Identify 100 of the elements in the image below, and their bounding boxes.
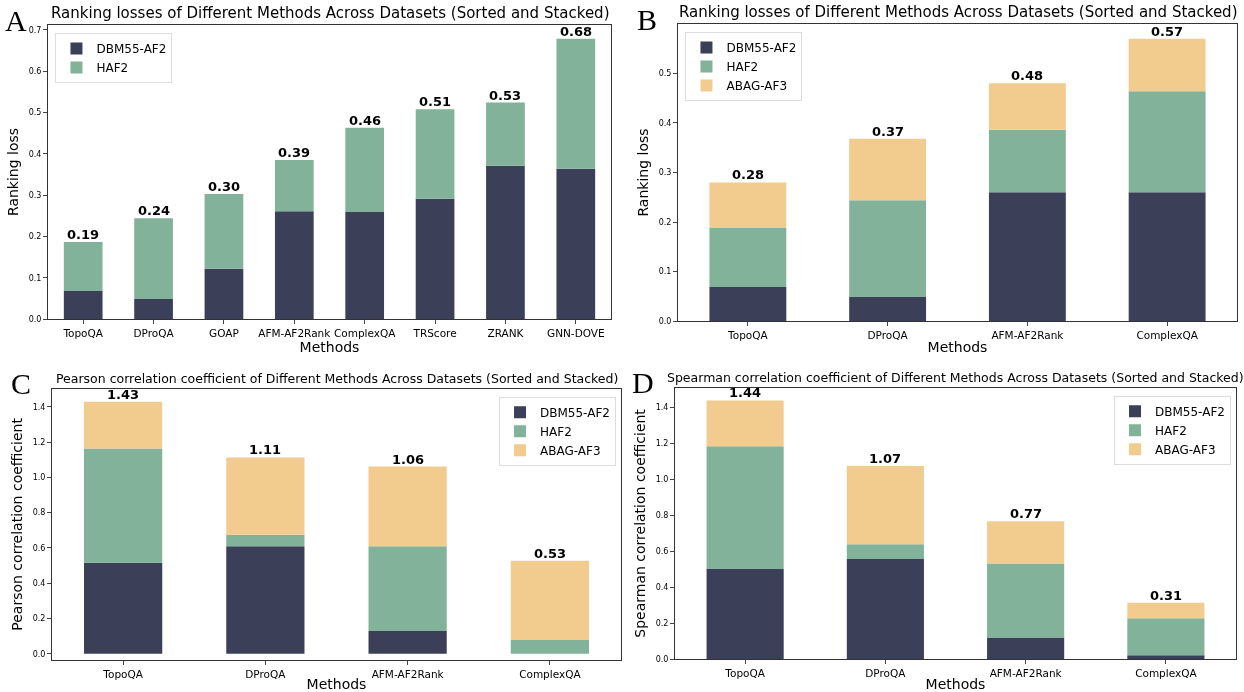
bar [510, 639, 589, 654]
x-axis-title: Methods [299, 338, 360, 355]
chart-title: Ranking losses of Different Methods Across Datasets (Sorted and Stacked) [51, 4, 610, 22]
x-tick-label: AFM-AF2Rank [258, 326, 332, 339]
bar [486, 165, 525, 320]
total-label: 0.77 [1010, 506, 1043, 521]
y-tick-label: 0.6 [28, 66, 42, 76]
text: C [11, 367, 32, 400]
total-label: 1.11 [249, 442, 282, 457]
y-tick-label: 0.5 [28, 108, 42, 118]
y-tick-label: 0.7 [28, 25, 42, 35]
y-tick-label: 1.4 [655, 402, 669, 412]
bar [368, 546, 447, 631]
y-tick-label: 0.8 [655, 510, 669, 520]
bar [226, 546, 305, 654]
bar [988, 129, 1066, 193]
y-tick-label: 0.2 [655, 619, 669, 629]
bar [415, 109, 455, 199]
total-label: 1.07 [869, 451, 902, 466]
y-tick-label: 0.0 [658, 316, 672, 326]
bar [274, 160, 314, 212]
x-tick-label: ComplexQA [1136, 328, 1199, 341]
y-tick-label: 1.4 [32, 402, 46, 412]
bar [345, 212, 385, 320]
bar [510, 560, 589, 640]
bar [345, 127, 385, 213]
bar [706, 400, 784, 447]
legend-label: DBM55-AF2 [96, 42, 167, 57]
bar [1128, 91, 1206, 193]
text: B [637, 3, 658, 36]
total-label: 0.24 [138, 203, 171, 218]
bar [849, 138, 927, 201]
bar [987, 563, 1065, 638]
total-label: 0.46 [349, 113, 382, 128]
legend-label: HAF2 [726, 60, 759, 75]
y-tick-label: 0.1 [658, 267, 672, 277]
bar [709, 182, 787, 228]
total-label: 1.43 [107, 387, 140, 402]
y-tick-label: 0.6 [655, 546, 669, 556]
total-label: 0.31 [1150, 588, 1183, 603]
bar [1127, 618, 1205, 656]
x-tick-label: AFM-AF2Rank [371, 667, 445, 680]
x-tick-label: TRScore [412, 326, 457, 339]
y-tick-label: 1.0 [32, 473, 46, 483]
total-label: 0.68 [560, 24, 593, 39]
legend-label: DBM55-AF2 [1155, 405, 1225, 420]
total-label: 0.53 [489, 88, 522, 103]
total-label: 0.53 [534, 546, 567, 561]
x-tick-label: TopoQA [727, 328, 769, 341]
x-axis-title: Methods [925, 676, 986, 692]
y-axis-title: Ranking loss [5, 127, 22, 217]
bar [556, 168, 596, 320]
bar [988, 83, 1066, 130]
bar [274, 211, 314, 320]
y-tick-label: 1.2 [655, 438, 669, 448]
x-tick-label: DProQA [133, 326, 175, 339]
bar [134, 298, 173, 320]
bar [204, 193, 244, 269]
bar [1128, 192, 1206, 322]
bar [1128, 38, 1206, 92]
total-label: 0.51 [419, 94, 452, 109]
bar [63, 241, 103, 292]
y-axis-title: Spearman correlation coefficient [632, 408, 649, 638]
y-tick-label: 1.0 [655, 474, 669, 484]
x-tick-label: ComplexQA [333, 326, 397, 339]
bar [1127, 602, 1205, 619]
bar [486, 102, 525, 166]
total-label: 0.37 [872, 124, 905, 139]
x-tick-label: AFM-AF2Rank [991, 328, 1065, 341]
bar [415, 198, 455, 320]
y-tick-label: 0.2 [28, 232, 42, 242]
bar [849, 296, 927, 322]
bar [134, 218, 173, 299]
bar [846, 465, 924, 545]
x-tick-label: ComplexQA [1135, 666, 1198, 679]
x-axis-title: Methods [306, 676, 367, 692]
total-label: 0.48 [1011, 68, 1044, 83]
bar [368, 466, 447, 547]
x-tick-label: GOAP [209, 326, 239, 339]
legend-label: HAF2 [1155, 424, 1187, 439]
total-label: 1.06 [392, 452, 425, 467]
y-tick-label: 0.4 [658, 118, 672, 128]
y-tick-label: 0.0 [28, 315, 42, 324]
bar [706, 446, 784, 569]
bar [84, 401, 163, 449]
bar [846, 559, 924, 660]
chart-title: Spearman correlation coefficient of Different Methods Across Datasets (Sorted and Stacked) [667, 370, 1244, 385]
text: A [5, 4, 27, 37]
y-tick-label: 0.0 [32, 649, 46, 659]
x-tick-label: DProQA [245, 667, 287, 680]
bar [1127, 655, 1205, 660]
y-tick-label: 0.2 [32, 614, 46, 624]
y-tick-label: 0.2 [658, 217, 672, 227]
y-tick-label: 0.4 [28, 149, 42, 159]
total-label: 0.19 [67, 227, 100, 242]
bar [84, 448, 163, 563]
legend-label: ABAG-AF3 [540, 444, 601, 459]
y-tick-label: 0.0 [655, 655, 669, 665]
bar [204, 268, 244, 320]
bar [988, 192, 1066, 322]
